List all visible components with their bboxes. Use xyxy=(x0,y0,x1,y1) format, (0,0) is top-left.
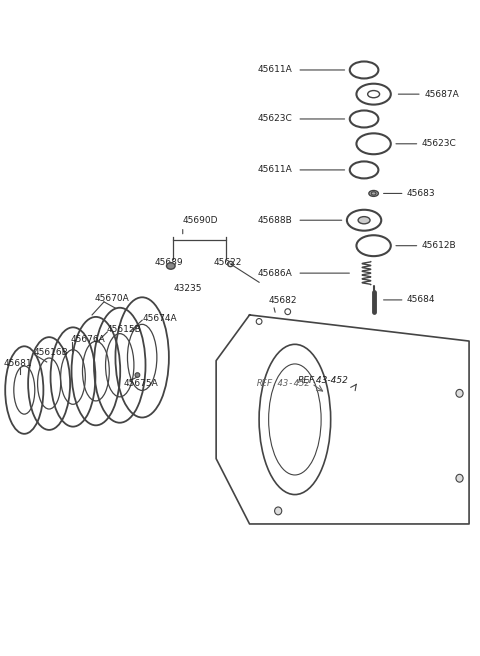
Text: 45682: 45682 xyxy=(269,296,297,305)
Text: 45686A: 45686A xyxy=(258,268,292,277)
Text: 45622: 45622 xyxy=(214,258,242,267)
Text: 45675A: 45675A xyxy=(123,379,158,388)
Text: 45674A: 45674A xyxy=(142,314,177,323)
Text: 45623C: 45623C xyxy=(422,139,456,148)
Text: 45687A: 45687A xyxy=(424,90,459,98)
Text: 45615B: 45615B xyxy=(107,325,141,334)
Ellipse shape xyxy=(369,190,378,196)
Text: 45690D: 45690D xyxy=(183,216,218,225)
Text: 45611A: 45611A xyxy=(258,165,292,174)
Ellipse shape xyxy=(358,216,370,224)
Text: 45670A: 45670A xyxy=(95,294,129,303)
Text: 45689: 45689 xyxy=(154,258,183,267)
Ellipse shape xyxy=(135,373,140,377)
Text: 45616B: 45616B xyxy=(34,348,69,358)
Text: 45684: 45684 xyxy=(407,295,435,304)
Text: 45611A: 45611A xyxy=(258,66,292,75)
Text: 45612B: 45612B xyxy=(422,241,456,250)
Text: 45681: 45681 xyxy=(4,359,32,369)
Text: 45623C: 45623C xyxy=(258,114,292,123)
Ellipse shape xyxy=(275,507,282,515)
Text: 43235: 43235 xyxy=(173,284,202,293)
Text: REF.43-452: REF.43-452 xyxy=(257,379,311,388)
Ellipse shape xyxy=(456,390,463,398)
Text: 45676A: 45676A xyxy=(71,335,105,344)
Ellipse shape xyxy=(167,262,175,269)
Text: 45688B: 45688B xyxy=(258,216,292,225)
Ellipse shape xyxy=(456,474,463,482)
Text: 45683: 45683 xyxy=(407,189,436,198)
Text: REF.43-452: REF.43-452 xyxy=(297,376,348,385)
